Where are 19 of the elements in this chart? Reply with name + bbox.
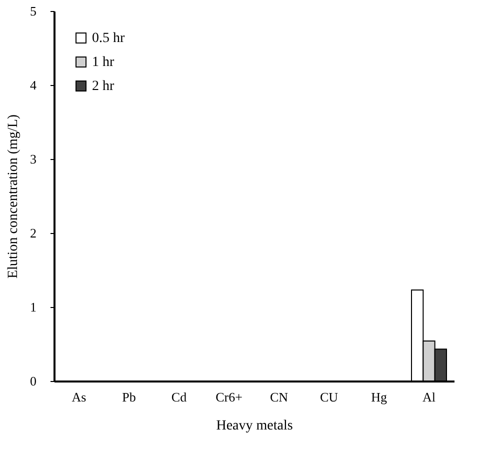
legend-label: 2 hr (92, 79, 114, 94)
x-tick-label: Cd (171, 390, 188, 404)
y-tick-label: 2 (30, 226, 36, 240)
y-tick-label: 4 (30, 78, 37, 92)
x-tick-label: Cr6+ (216, 390, 242, 404)
legend-label: 1 hr (92, 55, 114, 70)
x-tick-label: Pb (122, 390, 136, 404)
y-axis-title: Elution concentration (mg/L) (6, 114, 21, 279)
x-tick-label: Al (422, 390, 436, 404)
x-tick-label: As (72, 390, 86, 404)
y-tick-label: 5 (30, 4, 36, 18)
legend-label: 0.5 hr (92, 31, 125, 46)
y-tick-label: 0 (30, 374, 36, 388)
x-tick-label: CU (320, 390, 339, 404)
x-axis-title: Heavy metals (216, 418, 293, 434)
x-tick-label: CN (270, 390, 289, 404)
x-tick-label: Hg (371, 390, 388, 404)
y-tick-label: 1 (30, 300, 36, 314)
y-tick-label: 3 (30, 152, 36, 166)
